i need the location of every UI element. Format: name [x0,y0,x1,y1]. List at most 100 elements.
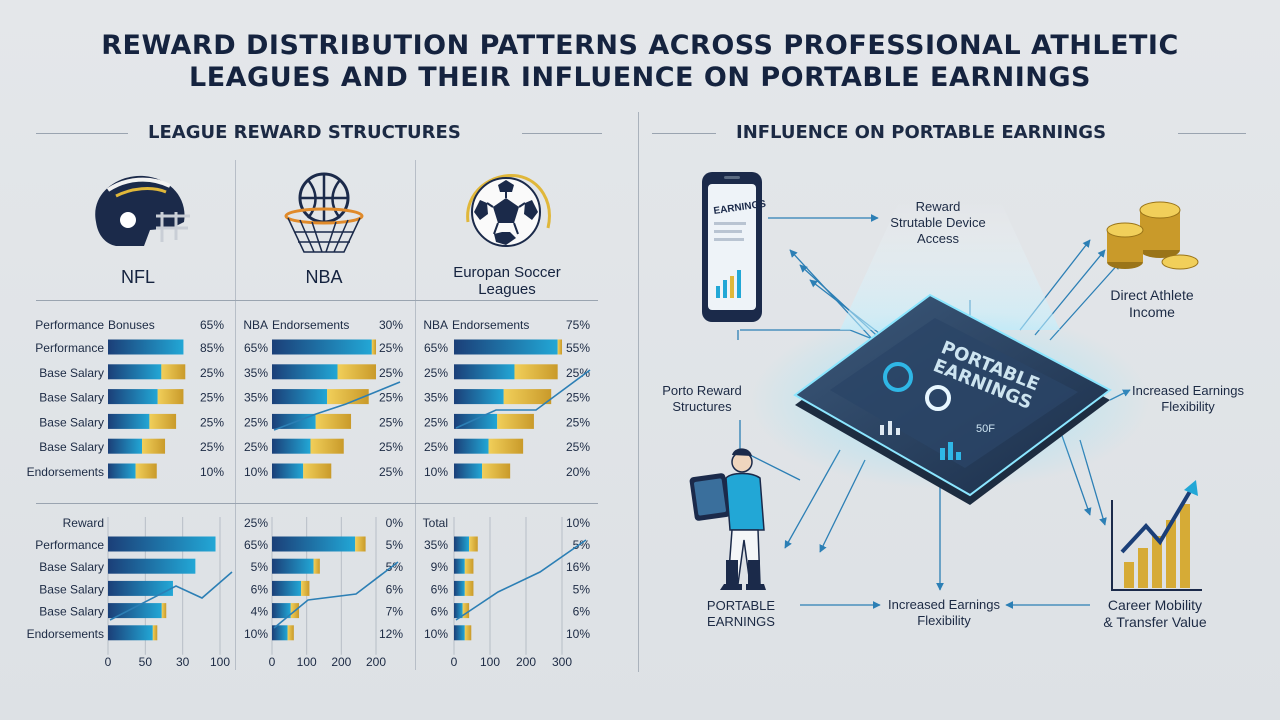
nfl-upper-bar-primary [108,389,158,405]
soccer-lower-bar-secondary [464,580,474,596]
soccer-lower-bar-primary [454,558,465,574]
nba-lower-bar-primary [272,580,302,596]
nfl-upper-header-label: Performance [35,318,104,332]
soccer-lower-row-label: 6% [431,582,449,596]
tablet-stat: 50F [976,423,995,435]
nfl-upper-row-label: Base Salary [39,415,104,429]
panel-divider-mid [36,503,598,504]
soccer-lower-bar-secondary [462,603,470,619]
nfl-upper-bar-primary [108,438,143,454]
soccer-ball-icon [462,172,554,256]
nba-lower-bar-secondary [313,558,320,574]
page-title-line1: REWARD DISTRIBUTION PATTERNS ACROSS PROF… [101,30,1179,61]
soccer-upper-bar-primary [454,413,498,429]
soccer-upper-row-label: 25% [424,440,448,454]
nba-upper-bar-secondary [303,463,332,479]
nba-lower-bar-primary [272,625,288,641]
soccer-upper-bar-secondary [497,413,534,429]
nba-lower-row-label: 10% [244,627,268,641]
nfl-upper-row-pct: 85% [200,341,224,355]
soccer-upper-bar-primary [454,438,489,454]
nba-lower-bar-primary [272,558,314,574]
nba-upper-bar-secondary [310,438,344,454]
nba-lower-bar-primary [272,603,291,619]
node-device-access: Reward Strutable Device Access [874,199,1002,247]
nfl-upper-bar-primary [108,413,150,429]
soccer-lower-bar-primary [454,603,463,619]
node-earnings-flexibility-line2: Flexibility [1161,399,1215,414]
league-name-soccer-line2: Leagues [478,281,536,298]
nfl-upper-row-pct: 10% [200,465,224,479]
soccer-upper-row-label: 65% [424,341,448,355]
soccer-lower-bar-secondary [464,558,474,574]
light-beam [840,200,1060,330]
soccer-upper-row-pct: 25% [566,440,590,454]
league-name-soccer: Europan Soccer Leagues [432,264,582,298]
basketball-hoop-icon [278,170,370,262]
soccer-upper-header-label: NBA [423,318,448,332]
soccer-lower-row-pct: 10% [566,627,590,641]
nba-lower-header-label: 25% [244,516,268,530]
nfl-lower-bar-primary [108,558,196,574]
soccer-upper-row-label: 25% [424,415,448,429]
nfl-lower-bar-primary [108,625,153,641]
nba-lower-row-pct: 12% [379,627,403,641]
nfl-lower-bar-secondary [161,603,167,619]
nfl-upper-row-label: Base Salary [39,366,104,380]
column-divider-1 [235,160,236,670]
nba-lower-row-pct: 5% [386,538,404,552]
node-reward-structures-line1: Porto Reward [662,383,742,398]
nfl-lower-row-label: Base Salary [39,560,104,574]
nba-lower-xtick: 200 [331,655,351,669]
athlete-figure-icon [689,448,766,590]
node-flexibility-bottom-line1: Increased Earnings [887,597,1000,612]
soccer-upper-bar-primary [454,389,504,405]
soccer-lower-row-pct: 16% [566,560,590,574]
soccer-lower-xtick: 200 [516,655,536,669]
nba-upper-header-pct: 30% [379,318,403,332]
nfl-upper-row-label: Performance [35,341,104,355]
soccer-lower-row-label: 9% [431,560,449,574]
nba-upper-bar-secondary [337,364,376,380]
soccer-upper-bar-secondary [557,339,562,355]
nba-lower-xtick: 100 [297,655,317,669]
node-direct-income-line1: Direct Athlete [1110,287,1194,303]
soccer-upper-bar-primary [454,364,515,380]
nba-upper-row-pct: 25% [379,341,403,355]
soccer-lower-bar-secondary [464,625,472,641]
nfl-lower-header-label: Reward [63,516,104,530]
soccer-lower-trend [455,539,587,621]
nba-lower-row-pct: 5% [386,560,404,574]
soccer-upper-bar-secondary [514,364,558,380]
nfl-upper-bar-primary [108,463,136,479]
nba-upper-row-pct: 25% [379,366,403,380]
league-name-soccer-line1: Europan Soccer [453,264,561,281]
node-earnings-flexibility: Increased Earnings Flexibility [1122,383,1254,415]
nfl-upper-row-pct: 25% [200,391,224,405]
soccer-lower-bar-primary [454,536,470,552]
nba-lower-row-pct: 7% [386,605,404,619]
soccer-upper-bar-secondary [488,438,524,454]
nba-lower-row-pct: 6% [386,582,404,596]
nfl-lower-row-label: Base Salary [39,605,104,619]
node-flexibility-bottom-line2: Flexibility [917,613,971,628]
soccer-upper-row-pct: 20% [566,465,590,479]
nba-upper-row-pct: 25% [379,391,403,405]
nba-upper-bar-primary [272,364,338,380]
soccer-lower-row-pct: 5% [573,538,591,552]
soccer-upper-row-label: 35% [424,391,448,405]
league-name-nba: NBA [305,267,343,287]
league-structures-heading: LEAGUE REWARD STRUCTURES [148,122,461,143]
soccer-lower-bar-primary [454,580,465,596]
nba-upper-trend [273,381,401,431]
heading-rule-left-a [36,133,128,134]
heading-rule-right-b [1178,133,1246,134]
soccer-lower-xtick: 100 [480,655,500,669]
earnings-influence-diagram: PORTABLE EARNINGS 50F EARNINGS [689,172,1202,609]
nfl-lower-xtick: 50 [139,655,153,669]
heading-rule-left-b [522,133,602,134]
nba-upper-bar-primary [272,389,328,405]
page-title-line2: LEAGUES AND THEIR INFLUENCE ON PORTABLE … [189,62,1091,93]
soccer-upper-bar-primary [454,463,483,479]
node-portable-earnings: PORTABLE EARNINGS [686,598,796,630]
